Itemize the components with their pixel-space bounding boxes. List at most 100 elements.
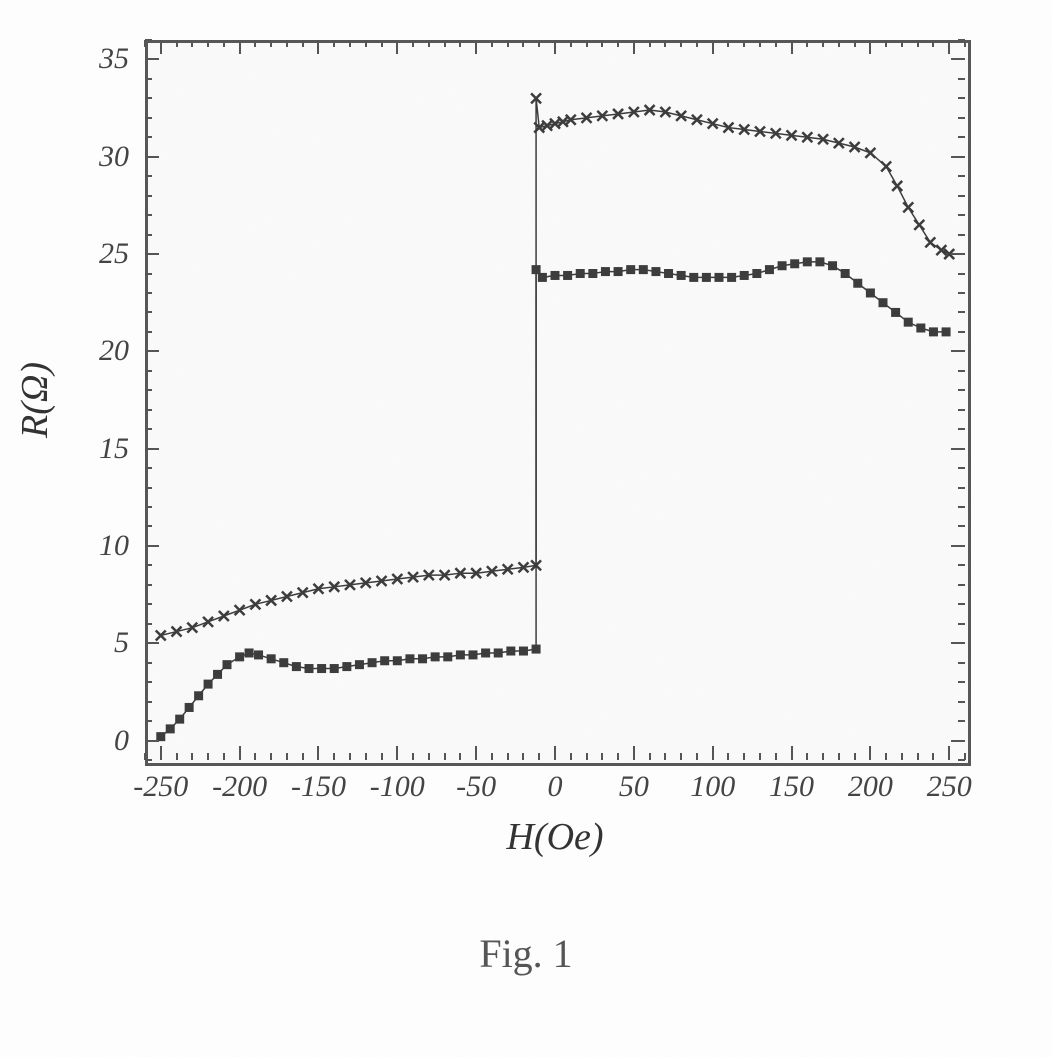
tick-mark: [958, 175, 965, 177]
tick-mark: [743, 40, 745, 47]
tick-mark: [444, 753, 446, 760]
tick-mark: [727, 40, 729, 47]
tick-label: -250: [133, 770, 188, 804]
tick-mark: [145, 156, 159, 158]
tick-mark: [958, 409, 965, 411]
tick-label: 100: [690, 770, 735, 804]
tick-mark: [286, 753, 288, 760]
tick-mark: [617, 753, 619, 760]
tick-label: -50: [456, 770, 496, 804]
tick-label: 5: [114, 626, 139, 660]
tick-mark: [145, 740, 159, 742]
tick-mark: [958, 623, 965, 625]
tick-mark: [958, 117, 965, 119]
tick-mark: [958, 467, 965, 469]
tick-mark: [958, 292, 965, 294]
tick-label: 0: [548, 770, 563, 804]
tick-mark: [806, 40, 808, 47]
tick-mark: [538, 753, 540, 760]
tick-mark: [145, 525, 152, 527]
tick-mark: [412, 40, 414, 47]
tick-mark: [570, 40, 572, 47]
tick-mark: [958, 720, 965, 722]
tick-mark: [917, 753, 919, 760]
tick-mark: [951, 350, 965, 352]
tick-mark: [958, 195, 965, 197]
tick-mark: [522, 40, 524, 47]
tick-mark: [145, 97, 152, 99]
tick-mark: [775, 40, 777, 47]
tick-mark: [145, 623, 152, 625]
tick-mark: [958, 525, 965, 527]
tick-mark: [365, 753, 367, 760]
tick-mark: [901, 753, 903, 760]
tick-mark: [145, 331, 152, 333]
tick-mark: [932, 753, 934, 760]
tick-mark: [333, 753, 335, 760]
tick-mark: [349, 40, 351, 47]
tick-mark: [160, 746, 162, 760]
tick-mark: [958, 506, 965, 508]
tick-mark: [664, 753, 666, 760]
tick-mark: [365, 40, 367, 47]
tick-mark: [712, 40, 714, 54]
tick-label: 250: [927, 770, 972, 804]
tick-mark: [759, 40, 761, 47]
tick-mark: [932, 40, 934, 47]
tick-mark: [633, 746, 635, 760]
tick-mark: [958, 681, 965, 683]
figure-caption-text: Fig. 1: [479, 931, 572, 976]
tick-mark: [145, 759, 152, 761]
tick-mark: [522, 753, 524, 760]
tick-mark: [958, 389, 965, 391]
tick-mark: [145, 467, 152, 469]
tick-mark: [381, 40, 383, 47]
tick-mark: [958, 273, 965, 275]
tick-mark: [958, 428, 965, 430]
tick-mark: [958, 136, 965, 138]
tick-mark: [459, 753, 461, 760]
tick-mark: [145, 292, 152, 294]
tick-mark: [207, 40, 209, 47]
tick-mark: [145, 409, 152, 411]
tick-mark: [145, 701, 152, 703]
tick-label: 20: [99, 334, 139, 368]
tick-mark: [428, 40, 430, 47]
tick-mark: [176, 753, 178, 760]
tick-mark: [145, 389, 152, 391]
tick-mark: [743, 753, 745, 760]
tick-mark: [145, 350, 159, 352]
tick-mark: [951, 448, 965, 450]
tick-mark: [586, 40, 588, 47]
tick-mark: [951, 642, 965, 644]
tick-mark: [649, 753, 651, 760]
tick-mark: [901, 40, 903, 47]
tick-mark: [601, 753, 603, 760]
tick-mark: [964, 40, 966, 47]
tick-mark: [854, 753, 856, 760]
figure-container: -250-200-150-100-50050100150200250051015…: [0, 0, 1052, 1057]
tick-mark: [958, 234, 965, 236]
tick-mark: [958, 370, 965, 372]
tick-mark: [317, 746, 319, 760]
tick-mark: [145, 234, 152, 236]
tick-mark: [586, 753, 588, 760]
tick-mark: [145, 136, 152, 138]
tick-mark: [145, 58, 159, 60]
tick-mark: [270, 753, 272, 760]
figure-caption: Fig. 1: [479, 930, 572, 977]
tick-mark: [948, 746, 950, 760]
tick-mark: [176, 40, 178, 47]
tick-mark: [145, 253, 159, 255]
tick-mark: [317, 40, 319, 54]
tick-mark: [145, 428, 152, 430]
plot-svg: [0, 0, 1052, 1057]
tick-mark: [696, 753, 698, 760]
tick-mark: [806, 753, 808, 760]
tick-mark: [145, 78, 152, 80]
tick-mark: [951, 740, 965, 742]
tick-mark: [459, 40, 461, 47]
tick-label: -100: [370, 770, 425, 804]
tick-mark: [145, 214, 152, 216]
tick-mark: [958, 584, 965, 586]
